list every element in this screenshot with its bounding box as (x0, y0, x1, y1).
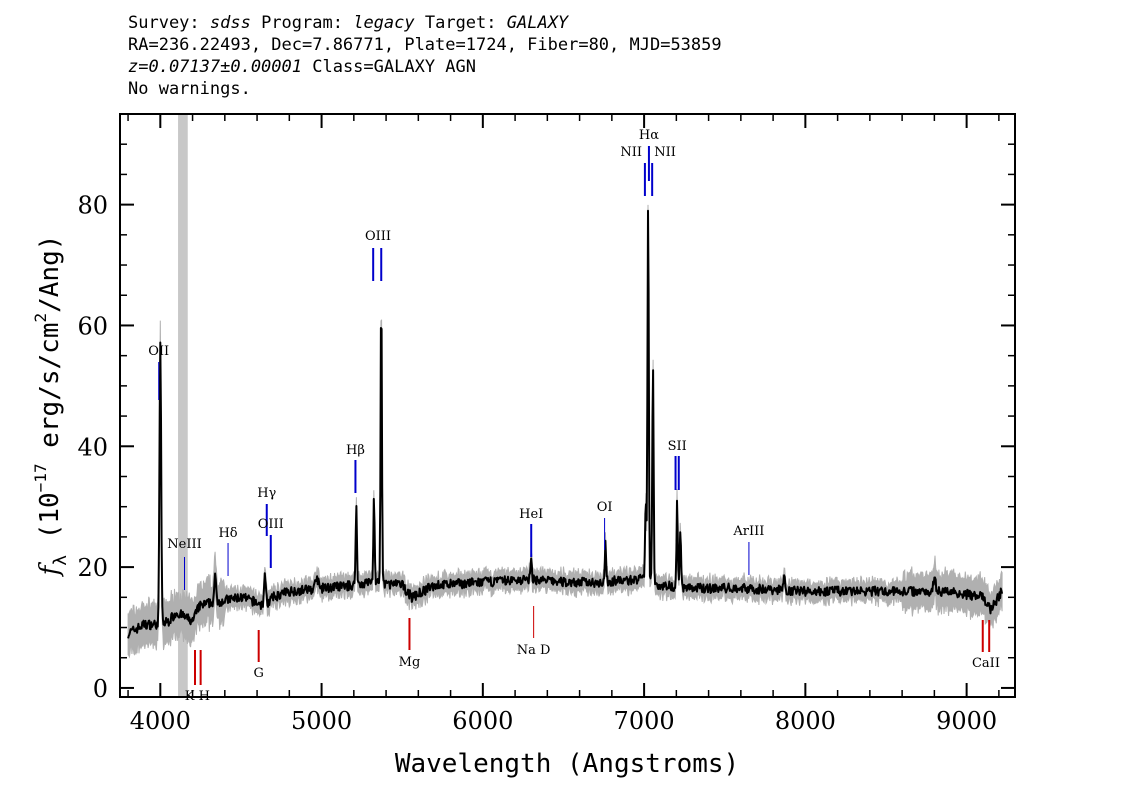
plot-frame (119, 113, 1016, 698)
emission-line-label: NeIII (167, 537, 201, 552)
header-line-survey: Survey: sdss Program: legacy Target: GAL… (128, 12, 722, 34)
y-title-units: (10 (35, 492, 65, 555)
y-tick-label: 60 (77, 312, 108, 340)
emission-line-label: Hα (639, 128, 659, 143)
emission-line-label: ArIII (732, 524, 764, 539)
survey-value: sdss (209, 13, 251, 33)
program-value: legacy (353, 13, 415, 33)
survey-label: Survey: (128, 13, 210, 33)
y-axis-title: fλ (10−17 erg/s/cm2/Ang) (31, 235, 71, 578)
absorption-line-label: CaII (972, 656, 1000, 671)
y-title-exp: −17 (31, 463, 50, 492)
x-tick-label: 7000 (614, 707, 675, 735)
emission-line-label: Hβ (346, 443, 365, 458)
emission-line-label: NII (620, 145, 642, 160)
target-label: Target: (414, 13, 507, 33)
emission-line-label: OIII (365, 229, 391, 244)
header-line-warnings: No warnings. (128, 79, 251, 99)
emission-line-label: OII (148, 344, 169, 359)
header-line-coordinates: RA=236.22493, Dec=7.86771, Plate=1724, F… (128, 35, 722, 55)
spectrum-header: Survey: sdss Program: legacy Target: GAL… (128, 12, 722, 100)
y-tick-label: 80 (77, 192, 108, 220)
emission-line-label: OI (597, 500, 613, 515)
absorption-line-label: Na D (517, 643, 551, 658)
masked-region-band (178, 114, 188, 697)
target-value: GALAXY (506, 13, 569, 33)
axis-ticks: 4000 5000 6000 7000 8000 9000 0 20 40 60 80 (77, 114, 1015, 735)
x-tick-label: 4000 (130, 707, 191, 735)
emission-line-label: SII (668, 439, 687, 454)
class-value: Class=GALAXY AGN (302, 57, 476, 77)
redshift-value: z=0.07137±0.00001 (128, 57, 302, 77)
header-line-redshift: z=0.07137±0.00001 Class=GALAXY AGN (128, 56, 722, 78)
x-tick-label: 5000 (291, 707, 352, 735)
y-title-exp2: 2 (31, 313, 50, 323)
absorption-line-label: Mg (399, 655, 421, 670)
emission-line-label: Hγ (257, 486, 276, 501)
line-labels: OII NeIII Hδ Hγ OIII Hβ OIII HeI OI Hα NII NII SII Ar… (148, 128, 1000, 704)
program-label: Program: (250, 13, 354, 33)
x-tick-label: 9000 (936, 707, 997, 735)
y-tick-label: 40 (77, 433, 108, 461)
emission-line-label: HeI (519, 507, 543, 522)
spectrum-line (127, 209, 1004, 639)
emission-line-label: OIII (258, 517, 284, 532)
y-title-sub: λ (50, 555, 71, 566)
x-tick-label: 6000 (452, 707, 513, 735)
emission-line-label: NII (654, 145, 676, 160)
x-axis-title: Wavelength (Angstroms) (395, 749, 739, 779)
absorption-line-label: G (253, 666, 263, 681)
error-envelope (127, 204, 1003, 659)
plot-area (127, 114, 1004, 697)
emission-line-label: Hδ (218, 526, 237, 541)
y-tick-label: 20 (77, 554, 108, 582)
y-title-rest: erg/s/cm (35, 323, 65, 464)
y-title-end: /Ang) (35, 235, 65, 313)
x-tick-label: 8000 (775, 707, 836, 735)
y-tick-label: 0 (93, 675, 108, 703)
